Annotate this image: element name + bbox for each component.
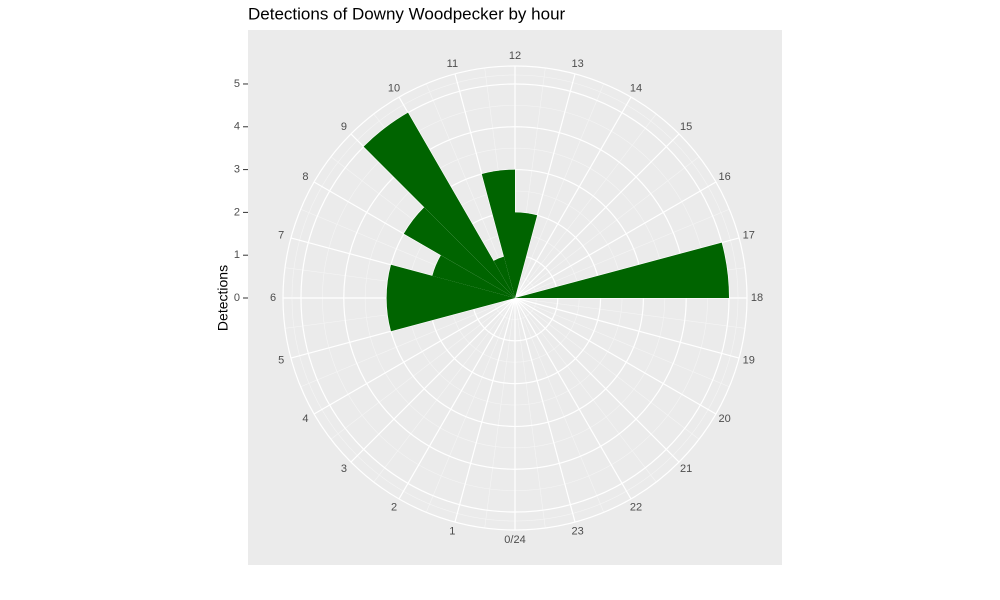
minor-grid-spoke bbox=[514, 297, 700, 440]
bar bbox=[403, 207, 515, 298]
bar bbox=[493, 256, 515, 298]
x-tick-label: 4 bbox=[302, 413, 308, 425]
minor-grid-spoke bbox=[514, 297, 746, 329]
x-tick-label: 15 bbox=[680, 121, 692, 133]
x-tick-label: 16 bbox=[718, 171, 730, 183]
x-tick-label: 6 bbox=[270, 292, 276, 304]
minor-grid-spoke bbox=[330, 297, 516, 440]
y-tick-label: 1 bbox=[234, 249, 240, 261]
grid-spoke bbox=[350, 297, 516, 463]
grid-spoke bbox=[514, 73, 576, 299]
minor-grid-spoke bbox=[514, 83, 605, 299]
bar bbox=[481, 169, 515, 298]
y-tick-label: 2 bbox=[234, 206, 240, 218]
y-tick-label: 5 bbox=[234, 78, 240, 90]
minor-grid-spoke bbox=[514, 113, 657, 299]
x-tick-label: 22 bbox=[630, 501, 642, 513]
grid-spoke bbox=[514, 133, 680, 299]
y-tick-label: 4 bbox=[234, 121, 240, 133]
chart-title: Detections of Downy Woodpecker by hour bbox=[248, 4, 566, 23]
grid-spoke bbox=[313, 297, 516, 415]
x-tick-label: 10 bbox=[388, 82, 400, 94]
minor-grid-spoke bbox=[300, 297, 516, 388]
x-tick-label: 14 bbox=[630, 82, 642, 94]
x-tick-label: 20 bbox=[718, 413, 730, 425]
x-tick-label: 1 bbox=[449, 526, 455, 538]
x-tick-label: 23 bbox=[572, 526, 584, 538]
x-tick-label: 3 bbox=[341, 463, 347, 475]
x-tick-label: 5 bbox=[278, 355, 284, 367]
minor-grid-spoke bbox=[425, 297, 516, 513]
x-tick-label: 12 bbox=[509, 50, 521, 62]
bar bbox=[515, 212, 538, 298]
grid-spoke bbox=[514, 297, 717, 415]
grid-spoke bbox=[398, 297, 516, 500]
bar bbox=[432, 255, 515, 298]
x-tick-label: 9 bbox=[341, 121, 347, 133]
grid-spoke bbox=[514, 96, 632, 299]
grid-spoke bbox=[514, 181, 717, 299]
y-axis-label: Detections bbox=[215, 265, 231, 331]
x-tick-label: 21 bbox=[680, 463, 692, 475]
bar bbox=[386, 264, 515, 298]
x-tick-label: 19 bbox=[743, 355, 755, 367]
grid-spoke bbox=[514, 297, 740, 359]
minor-grid-spoke bbox=[514, 156, 700, 299]
x-tick-label: 18 bbox=[751, 292, 763, 304]
minor-grid-spoke bbox=[373, 297, 516, 483]
x-tick-label: 7 bbox=[278, 229, 284, 241]
minor-grid-spoke bbox=[484, 297, 516, 529]
minor-grid-spoke bbox=[514, 297, 605, 513]
y-tick-label: 3 bbox=[234, 163, 240, 175]
grid-spoke bbox=[454, 297, 516, 523]
grid-spoke bbox=[514, 297, 680, 463]
bar bbox=[515, 242, 730, 298]
y-tick-label: 0 bbox=[234, 292, 240, 304]
x-tick-label: 8 bbox=[302, 171, 308, 183]
minor-grid-spoke bbox=[514, 297, 657, 483]
x-tick-label: 2 bbox=[391, 501, 397, 513]
minor-grid-spoke bbox=[514, 297, 730, 388]
x-tick-label: 13 bbox=[572, 58, 584, 70]
x-tick-label: 0/24 bbox=[504, 534, 525, 546]
x-tick-label: 17 bbox=[743, 229, 755, 241]
bar bbox=[386, 298, 515, 332]
x-tick-label: 11 bbox=[447, 58, 458, 70]
bar bbox=[363, 112, 515, 298]
grid-spoke bbox=[514, 297, 632, 500]
minor-grid-spoke bbox=[514, 297, 546, 529]
minor-grid-spoke bbox=[514, 208, 730, 299]
grid-spoke bbox=[514, 297, 576, 523]
